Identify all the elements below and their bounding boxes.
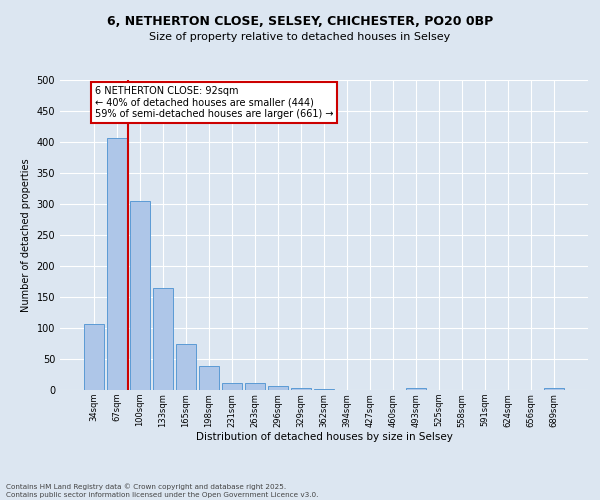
- Bar: [199, 366, 218, 390]
- Y-axis label: Number of detached properties: Number of detached properties: [21, 158, 31, 312]
- Bar: [176, 344, 196, 390]
- Text: 6 NETHERTON CLOSE: 92sqm
← 40% of detached houses are smaller (444)
59% of semi-: 6 NETHERTON CLOSE: 92sqm ← 40% of detach…: [95, 86, 334, 120]
- Bar: [291, 388, 311, 390]
- Bar: [268, 386, 288, 390]
- Text: 6, NETHERTON CLOSE, SELSEY, CHICHESTER, PO20 0BP: 6, NETHERTON CLOSE, SELSEY, CHICHESTER, …: [107, 15, 493, 28]
- Bar: [153, 288, 173, 390]
- Bar: [84, 324, 104, 390]
- Bar: [107, 138, 127, 390]
- Text: Contains HM Land Registry data © Crown copyright and database right 2025.
Contai: Contains HM Land Registry data © Crown c…: [6, 484, 319, 498]
- Bar: [544, 388, 564, 390]
- Bar: [245, 383, 265, 390]
- X-axis label: Distribution of detached houses by size in Selsey: Distribution of detached houses by size …: [196, 432, 452, 442]
- Bar: [222, 382, 242, 390]
- Bar: [406, 388, 426, 390]
- Text: Size of property relative to detached houses in Selsey: Size of property relative to detached ho…: [149, 32, 451, 42]
- Bar: [130, 201, 149, 390]
